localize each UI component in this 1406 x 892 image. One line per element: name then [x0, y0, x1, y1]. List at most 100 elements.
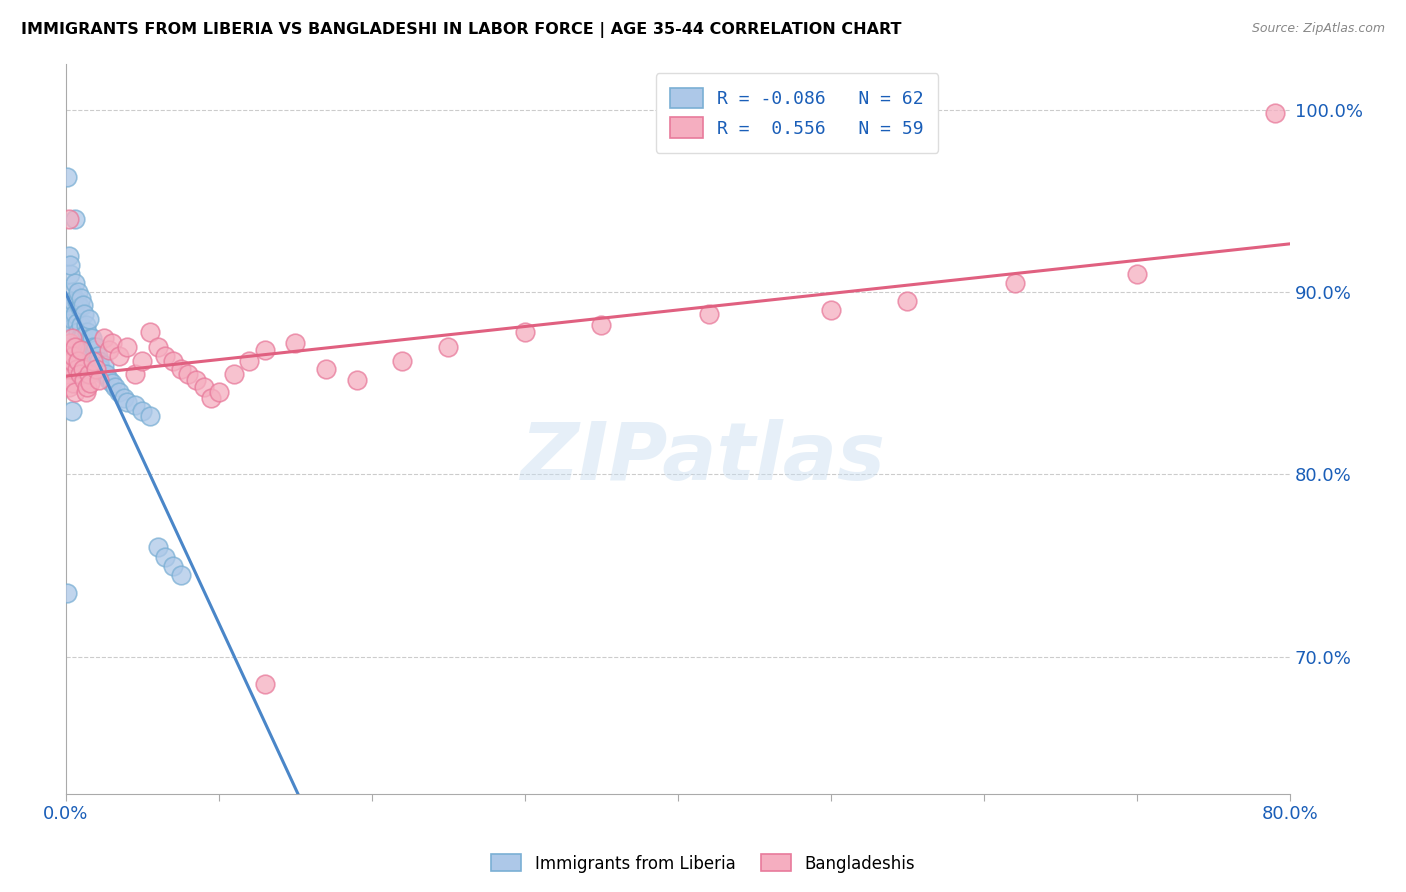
- Point: [58, 298, 80, 312]
- Point: [58, 331, 80, 345]
- Point: [62, 376, 84, 391]
- Point: [97, 343, 120, 358]
- Point: [169, 567, 191, 582]
- Point: [59, 258, 82, 272]
- Point: [82, 354, 104, 368]
- Point: [62, 294, 84, 309]
- Point: [76, 325, 98, 339]
- Point: [63, 307, 86, 321]
- Point: [146, 340, 169, 354]
- Point: [65, 294, 87, 309]
- Point: [89, 373, 111, 387]
- Point: [59, 361, 82, 376]
- Point: [75, 318, 97, 332]
- Point: [70, 343, 93, 358]
- Point: [896, 294, 918, 309]
- Point: [79, 343, 101, 358]
- Point: [155, 349, 177, 363]
- Point: [69, 331, 91, 345]
- Point: [72, 329, 94, 343]
- Text: Source: ZipAtlas.com: Source: ZipAtlas.com: [1251, 22, 1385, 36]
- Point: [124, 367, 146, 381]
- Point: [56, 343, 79, 358]
- Point: [90, 361, 112, 376]
- Point: [59, 336, 82, 351]
- Text: ZIPatlas: ZIPatlas: [520, 419, 884, 497]
- Point: [200, 391, 222, 405]
- Point: [112, 391, 135, 405]
- Point: [59, 321, 82, 335]
- Legend: Immigrants from Liberia, Bangladeshis: Immigrants from Liberia, Bangladeshis: [485, 847, 921, 880]
- Point: [60, 312, 83, 326]
- Point: [100, 336, 122, 351]
- Point: [115, 340, 138, 354]
- Point: [83, 343, 105, 358]
- Point: [79, 376, 101, 391]
- Point: [162, 354, 184, 368]
- Point: [104, 380, 127, 394]
- Point: [94, 367, 117, 381]
- Point: [63, 385, 86, 400]
- Point: [75, 349, 97, 363]
- Point: [86, 361, 108, 376]
- Point: [60, 354, 83, 368]
- Text: IMMIGRANTS FROM LIBERIA VS BANGLADESHI IN LABOR FORCE | AGE 35-44 CORRELATION CH: IMMIGRANTS FROM LIBERIA VS BANGLADESHI I…: [21, 22, 901, 38]
- Point: [100, 376, 122, 391]
- Point: [62, 340, 84, 354]
- Point: [284, 336, 307, 351]
- Point: [70, 291, 93, 305]
- Point: [253, 343, 276, 358]
- Point: [73, 373, 96, 387]
- Point: [80, 331, 103, 345]
- Point: [108, 349, 131, 363]
- Point: [193, 380, 215, 394]
- Point: [108, 385, 131, 400]
- Point: [1126, 267, 1149, 281]
- Point: [58, 249, 80, 263]
- Point: [60, 403, 83, 417]
- Point: [131, 354, 153, 368]
- Point: [56, 170, 79, 185]
- Point: [69, 300, 91, 314]
- Point: [79, 331, 101, 345]
- Point: [77, 349, 100, 363]
- Point: [60, 331, 83, 345]
- Point: [139, 409, 162, 423]
- Legend: R = -0.086   N = 62, R =  0.556   N = 59: R = -0.086 N = 62, R = 0.556 N = 59: [655, 73, 938, 153]
- Point: [67, 354, 90, 368]
- Point: [208, 385, 231, 400]
- Point: [73, 340, 96, 354]
- Point: [87, 349, 110, 363]
- Point: [63, 276, 86, 290]
- Point: [115, 394, 138, 409]
- Point: [67, 325, 90, 339]
- Point: [131, 403, 153, 417]
- Point: [146, 541, 169, 555]
- Point: [77, 367, 100, 381]
- Point: [58, 380, 80, 394]
- Point: [86, 340, 108, 354]
- Point: [513, 325, 536, 339]
- Point: [820, 303, 842, 318]
- Point: [697, 307, 720, 321]
- Point: [72, 298, 94, 312]
- Point: [177, 367, 200, 381]
- Point: [82, 361, 104, 376]
- Point: [72, 361, 94, 376]
- Point: [139, 325, 162, 339]
- Point: [93, 358, 115, 372]
- Point: [238, 354, 260, 368]
- Point: [62, 349, 84, 363]
- Point: [155, 549, 177, 564]
- Point: [77, 312, 100, 326]
- Point: [63, 340, 86, 354]
- Point: [253, 677, 276, 691]
- Point: [76, 380, 98, 394]
- Point: [69, 367, 91, 381]
- Point: [89, 354, 111, 368]
- Point: [91, 367, 114, 381]
- Point: [63, 212, 86, 227]
- Point: [73, 307, 96, 321]
- Point: [60, 285, 83, 299]
- Point: [391, 354, 413, 368]
